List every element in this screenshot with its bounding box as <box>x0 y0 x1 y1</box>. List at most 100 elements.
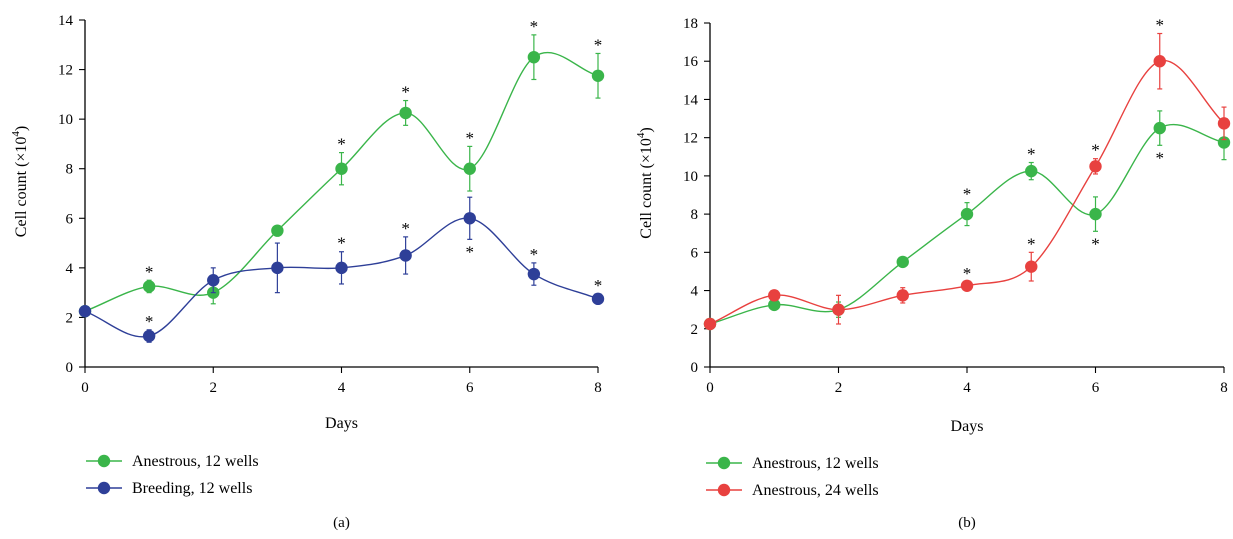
y-tick-label: 14 <box>58 13 74 29</box>
data-point <box>832 303 845 316</box>
significance-star: * <box>1156 148 1165 167</box>
legend-marker <box>717 483 731 497</box>
significance-star: * <box>594 35 603 54</box>
data-point <box>1217 136 1231 149</box>
data-point <box>768 289 781 302</box>
y-tick-label: 8 <box>66 162 74 178</box>
significance-star: * <box>337 135 346 154</box>
y-axis-title: Cell count (×104) <box>10 126 30 237</box>
series-2: * * * * <box>703 16 1231 331</box>
y-axis-title-exponent: 4 <box>10 131 22 137</box>
y-axis-title-main: Cell count (×10 <box>638 138 655 239</box>
data-point <box>896 289 909 302</box>
data-point <box>768 298 781 312</box>
data-point <box>335 162 348 175</box>
data-point <box>142 329 156 343</box>
y-axis-title: Cell count (×104) <box>635 127 655 238</box>
significance-star: * <box>337 234 346 253</box>
data-point <box>527 50 541 64</box>
x-axis-title: Days <box>951 418 984 435</box>
y-tick-label: 14 <box>683 92 699 108</box>
significance-star: * <box>963 185 972 204</box>
data-point <box>399 106 412 120</box>
legend-marker <box>97 481 111 495</box>
legend-label: Anestrous, 24 wells <box>752 482 879 499</box>
y-axis-title-exponent: 4 <box>635 132 647 138</box>
significance-star: * <box>401 219 410 238</box>
legend-entry: Anestrous, 12 wells <box>706 455 879 472</box>
data-point <box>142 280 156 293</box>
significance-star: * <box>530 245 539 264</box>
significance-star: * <box>1091 141 1100 160</box>
data-point <box>78 305 92 318</box>
series-line <box>84 51 599 312</box>
legend-entry: Anestrous, 24 wells <box>706 482 879 499</box>
x-tick-label: 4 <box>338 380 346 396</box>
y-axis-title-close: ) <box>13 126 30 131</box>
series-2: * * * * * * <box>78 196 605 343</box>
x-tick-label: 2 <box>835 380 843 396</box>
data-point <box>463 162 476 175</box>
data-point <box>960 279 974 292</box>
significance-star: * <box>1027 145 1036 164</box>
legend-label: Breeding, 12 wells <box>132 480 252 497</box>
data-point <box>463 212 476 225</box>
y-tick-label: 8 <box>691 207 699 223</box>
series-line <box>709 59 1225 325</box>
legend-label: Anestrous, 12 wells <box>752 455 879 472</box>
y-tick-label: 0 <box>691 360 699 376</box>
y-tick-label: 2 <box>691 322 699 338</box>
data-point <box>1153 121 1166 135</box>
significance-star: * <box>401 83 410 102</box>
significance-star: * <box>1156 16 1165 35</box>
data-point <box>207 274 220 287</box>
x-tick-label: 0 <box>81 380 89 396</box>
data-point <box>527 267 541 281</box>
data-point <box>1153 55 1166 68</box>
y-tick-label: 12 <box>683 131 698 147</box>
series-1: * * * * <box>703 110 1231 331</box>
significance-star: * <box>466 242 475 261</box>
y-tick-label: 2 <box>66 310 74 326</box>
significance-star: * <box>145 262 154 281</box>
significance-star: * <box>1091 234 1100 253</box>
data-point <box>1089 207 1102 221</box>
y-tick-label: 18 <box>683 16 698 32</box>
y-axis-title-main: Cell count (×10 <box>13 137 30 238</box>
y-tick-label: 16 <box>683 54 699 70</box>
data-point <box>591 69 605 82</box>
x-axis-title: Days <box>325 415 358 432</box>
significance-star: * <box>530 17 539 36</box>
data-point <box>960 207 974 221</box>
y-tick-label: 10 <box>683 169 698 185</box>
significance-star: * <box>466 128 475 147</box>
significance-star: * <box>1027 234 1036 253</box>
x-tick-label: 0 <box>706 380 714 396</box>
data-point <box>1217 117 1231 130</box>
legend-entry: Anestrous, 12 wells <box>86 453 259 470</box>
legend-entry: Breeding, 12 wells <box>86 480 252 497</box>
significance-star: * <box>145 312 154 331</box>
legend-marker <box>97 454 111 468</box>
y-axis-title-close: ) <box>638 127 655 132</box>
panel-label: (a) <box>333 515 350 531</box>
x-tick-label: 6 <box>466 380 474 396</box>
x-tick-label: 6 <box>1092 380 1100 396</box>
significance-star: * <box>594 276 603 295</box>
data-point <box>1089 160 1102 173</box>
significance-star: * <box>963 264 972 283</box>
y-tick-label: 4 <box>691 284 699 300</box>
y-tick-label: 10 <box>58 112 73 128</box>
data-point <box>271 224 284 237</box>
x-tick-label: 2 <box>210 380 218 396</box>
y-tick-label: 4 <box>66 261 74 277</box>
data-point <box>271 261 284 275</box>
x-tick-label: 8 <box>594 380 602 396</box>
x-tick-label: 8 <box>1220 380 1228 396</box>
panel-label: (b) <box>958 515 976 531</box>
data-point <box>591 292 605 306</box>
y-tick-label: 12 <box>58 63 73 79</box>
data-point <box>896 255 909 269</box>
